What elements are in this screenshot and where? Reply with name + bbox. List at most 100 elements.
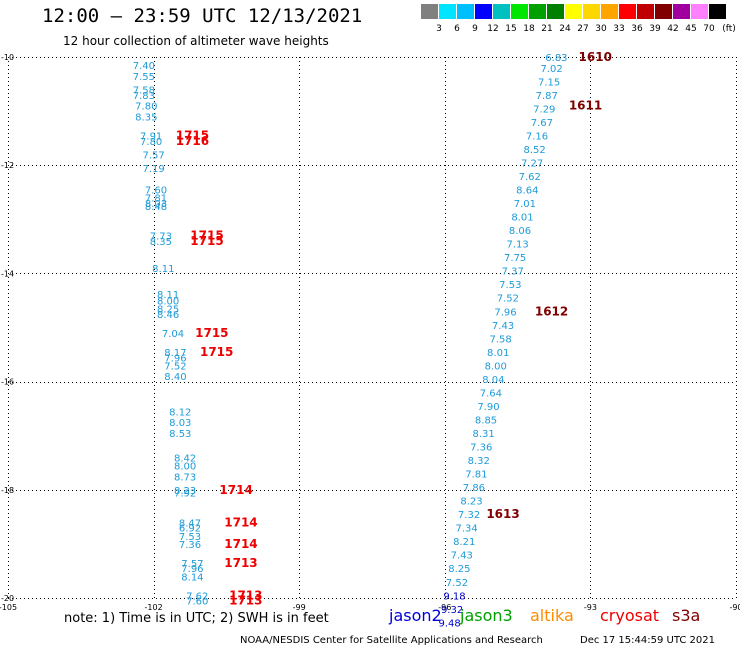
wave-height-value: 7.43	[492, 321, 514, 332]
color-swatch	[637, 4, 654, 19]
wave-height-value: 8.23	[460, 497, 482, 508]
wave-height-value: 6.92	[179, 524, 201, 535]
color-scale-label: 3	[436, 24, 442, 34]
color-swatch	[709, 4, 726, 19]
wave-height-value: 7.02	[540, 64, 562, 75]
satellite-name: altika	[530, 606, 574, 625]
generated-timestamp: Dec 17 15:44:59 UTC 2021	[580, 635, 715, 646]
wave-height-value: 8.03	[169, 418, 191, 429]
lat-tick-label: -14	[1, 269, 14, 278]
lon-tick-label: -96	[438, 603, 451, 612]
wave-height-value: 7.60	[186, 597, 208, 608]
lat-tick-label: -10	[1, 53, 14, 62]
pass-time-label: 1714	[224, 537, 257, 551]
footer-note: note: 1) Time is in UTC; 2) SWH is in fe…	[64, 611, 329, 626]
color-swatch	[421, 4, 438, 19]
wave-height-value: 7.36	[179, 540, 201, 551]
satellite-name: s3a	[672, 606, 701, 625]
wave-height-value: 9.48	[439, 618, 461, 629]
pass-time-label: 1716	[176, 134, 209, 148]
color-scale-unit: (ft)	[722, 24, 736, 34]
pass-time-label: 1612	[535, 304, 568, 318]
wave-height-value: 7.64	[480, 388, 502, 399]
color-scale-label: 27	[577, 24, 589, 34]
wave-height-value: 8.00	[485, 361, 507, 372]
color-scale-label: 9	[472, 24, 478, 34]
wave-height-value: 7.58	[489, 334, 511, 345]
wave-height-value: 8.73	[174, 472, 196, 483]
color-swatch	[529, 4, 546, 19]
wave-height-value: 8.00	[174, 461, 196, 472]
wave-height-value: 7.75	[504, 253, 526, 264]
wave-height-value: 7.80	[135, 102, 157, 113]
wave-height-value: 8.23	[174, 486, 196, 497]
color-swatch	[511, 4, 528, 19]
wave-height-value: 8.85	[475, 415, 497, 426]
wave-height-value: 8.14	[181, 572, 203, 583]
color-scale-label: 18	[523, 24, 535, 34]
wave-height-value: 7.19	[142, 164, 164, 175]
wave-height-value: 8.21	[453, 537, 475, 548]
wave-height-value: 9.32	[441, 605, 463, 616]
map-subtitle: 12 hour collection of altimeter wave hei…	[63, 34, 329, 48]
pass-time-label: 1713	[224, 556, 257, 570]
wave-height-value: 7.52	[497, 294, 519, 305]
wave-height-value: 7.15	[538, 77, 560, 88]
wave-height-value: 8.52	[523, 145, 545, 156]
wave-height-value: 6.83	[545, 53, 567, 64]
color-swatch	[691, 4, 708, 19]
color-swatch	[619, 4, 636, 19]
wave-height-value: 8.47	[179, 518, 201, 529]
wave-height-value: 8.01	[511, 213, 533, 224]
wave-height-value: 7.16	[526, 131, 548, 142]
wave-height-value: 7.29	[533, 104, 555, 115]
wave-height-value: 8.03	[145, 199, 167, 210]
wave-height-value: 7.37	[502, 267, 524, 278]
wave-height-value: 7.53	[179, 532, 201, 543]
color-swatch	[475, 4, 492, 19]
color-scale-label: 45	[685, 24, 697, 34]
lon-tick-label: -90	[729, 603, 740, 612]
wave-height-value: 7.57	[142, 150, 164, 161]
satellite-name: jason2	[389, 606, 442, 625]
wave-height-value: 7.60	[145, 186, 167, 197]
wave-height-value: 8.17	[164, 348, 186, 359]
wave-height-value: 8.25	[157, 305, 179, 316]
wave-height-value: 7.36	[470, 443, 492, 454]
wave-height-value: 7.80	[140, 137, 162, 148]
pass-time-label: 1715	[190, 229, 223, 243]
pass-time-label: 1613	[486, 507, 519, 521]
lat-tick-label: -18	[1, 486, 14, 495]
wave-height-value: 7.96	[494, 307, 516, 318]
color-swatch	[439, 4, 456, 19]
color-scale-label: 42	[667, 24, 679, 34]
wave-height-value: 7.67	[531, 118, 553, 129]
pass-time-label: 1714	[219, 483, 252, 497]
satellite-name: jason3	[460, 606, 513, 625]
wave-height-value: 8.04	[482, 375, 504, 386]
pass-time-label: 1611	[569, 99, 602, 113]
wave-height-value: 8.32	[468, 456, 490, 467]
wave-height-value: 7.57	[181, 559, 203, 570]
wave-height-value: 7.62	[186, 591, 208, 602]
color-scale-label: 12	[487, 24, 499, 34]
wave-height-value: 7.81	[465, 470, 487, 481]
wave-height-value: 7.81	[145, 194, 167, 205]
color-scale-label: 15	[505, 24, 517, 34]
wave-height-value: 8.35	[150, 237, 172, 248]
lon-tick-label: -102	[145, 603, 163, 612]
wave-height-value: 7.27	[521, 158, 543, 169]
wave-height-value: 7.96	[181, 564, 203, 575]
wave-height-value: 7.34	[456, 524, 478, 535]
pass-time-label: 1715	[195, 326, 228, 340]
color-scale-label: 24	[559, 24, 571, 34]
color-scale-label: 21	[541, 24, 553, 34]
wave-height-value: 7.90	[477, 402, 499, 413]
satellite-name: cryosat	[600, 606, 660, 625]
pass-time-label: 1713	[229, 594, 262, 608]
wave-height-value: 9.18	[443, 591, 465, 602]
wave-height-value: 7.01	[514, 199, 536, 210]
wave-height-value: 7.92	[174, 489, 196, 500]
lat-tick-label: -20	[1, 594, 14, 603]
lon-tick-label: -93	[584, 603, 597, 612]
